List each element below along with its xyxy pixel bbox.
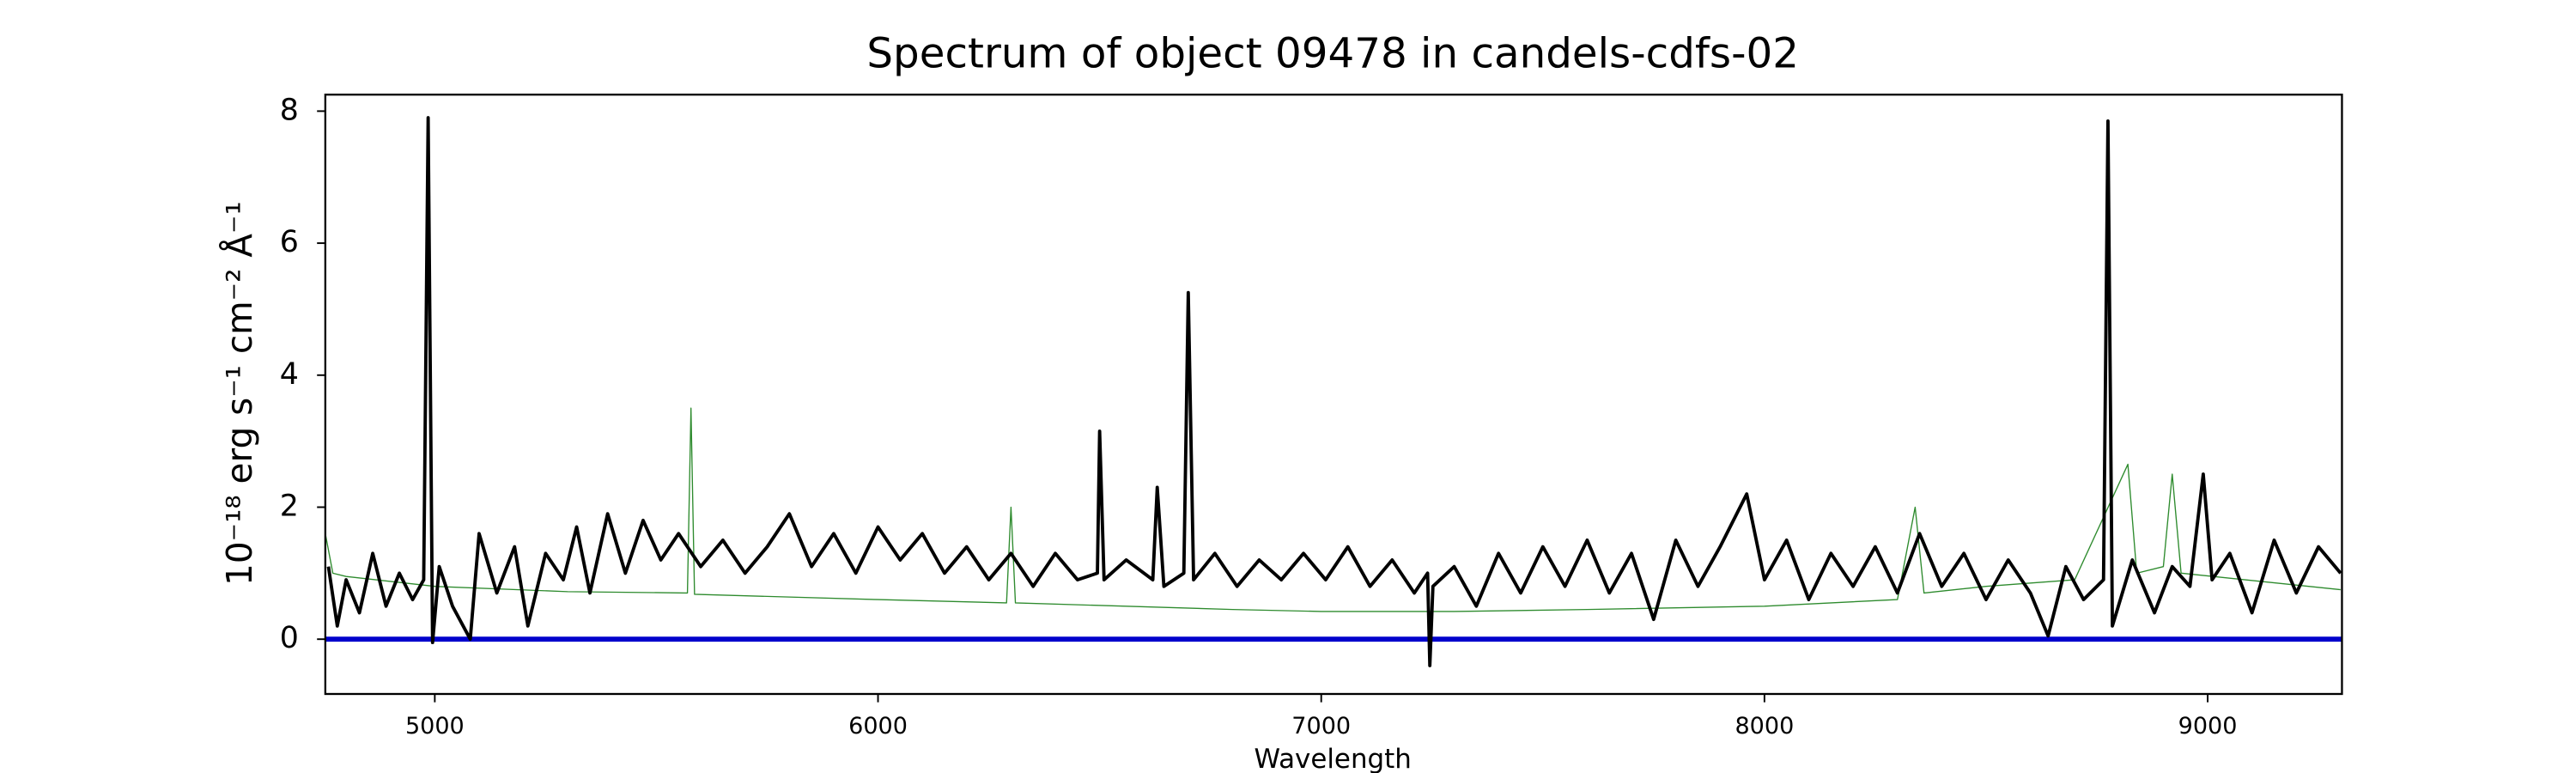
x-tick-label: 7000: [1291, 713, 1351, 740]
x-tick-label: 6000: [848, 713, 908, 740]
spectrum-line: [325, 407, 2341, 612]
x-tick-label: 5000: [405, 713, 465, 740]
y-tick-label: 0: [280, 621, 299, 655]
chart-title: Spectrum of object 09478 in candels-cdfs…: [866, 30, 1799, 78]
y-axis-label: 10⁻¹⁸ erg s⁻¹ cm⁻² Å⁻¹: [219, 201, 260, 586]
y-tick-label: 6: [280, 225, 299, 259]
y-tick-label: 4: [280, 357, 299, 392]
y-tick-label: 8: [280, 93, 299, 127]
plot-frame: [324, 94, 2343, 696]
spectrum-line: [326, 116, 2342, 667]
x-tick-label: 8000: [1735, 713, 1794, 740]
x-axis-label: Wavelength: [1255, 744, 1412, 773]
y-tick-label: 2: [280, 490, 299, 524]
x-tick-label: 9000: [2178, 713, 2238, 740]
